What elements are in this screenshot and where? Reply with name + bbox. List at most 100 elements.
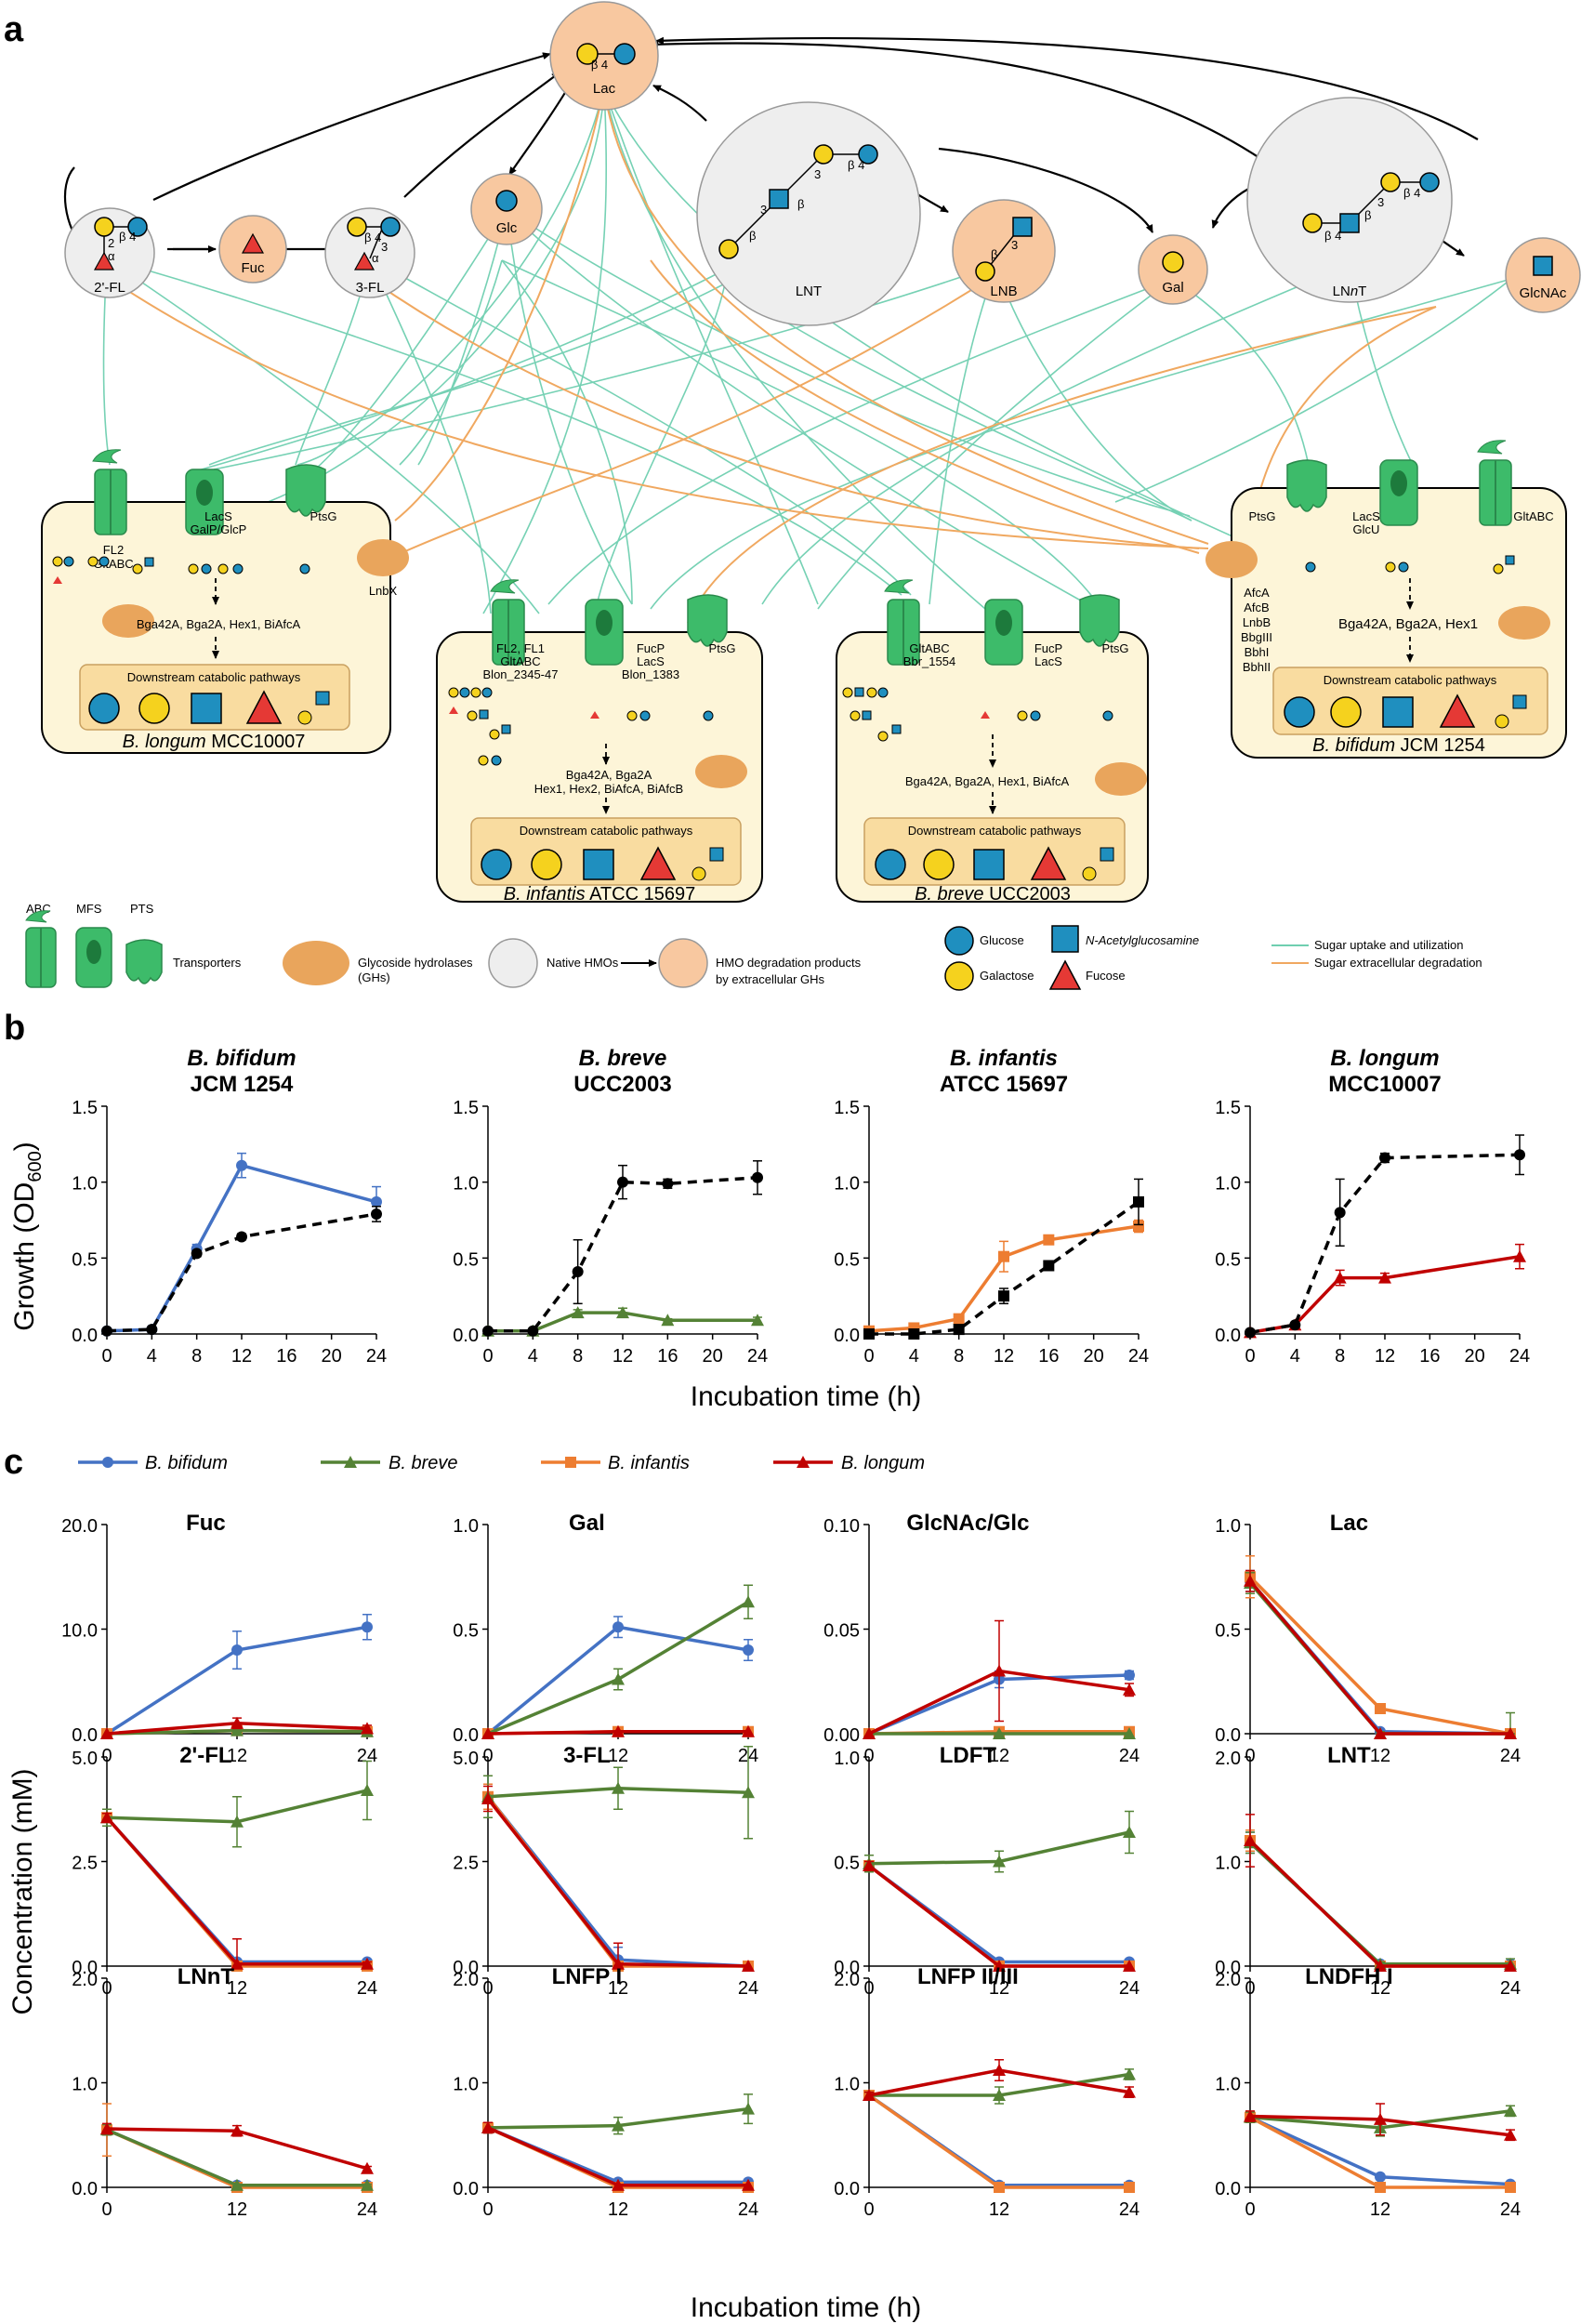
node-label-glc: Glc [496,220,518,236]
legend-transporters: Transporters [173,956,242,970]
intracellular-arrows [212,578,1414,814]
series-line [1248,1839,1510,1968]
x-tick-label: 4 [909,1346,919,1367]
data-point [361,1722,374,1735]
gh-list: Bga42A, Bga2A, Hex1, BiAfcA [905,774,1070,788]
data-point [751,1314,764,1327]
panel-c: c B. bifidum B. breve B. infantis B. lon… [4,1443,1521,2323]
ext-gh-list: AfcA AfcB LnbB BbgIII BbhI BbhII [1241,586,1272,674]
data-point [571,1306,585,1319]
data-point [742,1960,755,1972]
y-tick-label: 1.5 [834,1098,860,1118]
legend-gh: Glycoside hydrolases [358,956,473,970]
legend-mfs: MFS [76,902,102,916]
node-lnt: β 4 3 β 3 β LNT [696,101,921,326]
x-tick-label: 12 [227,1746,247,1766]
cell-bifidum: PtsG LacS GlcU GltABC AfcA AfcB LnbB Bbg… [1205,440,1567,759]
legend-pts-icon [125,939,163,984]
legend-galactose-icon [944,961,974,991]
bond-label: 3 [1377,195,1384,209]
cell-name-bifidum: B. bifidum JCM 1254 [1312,735,1485,756]
gh-icon [102,604,154,638]
data-point [361,1784,374,1796]
node-fuc: Fuc [218,215,287,284]
x-tick-label: 12 [1375,1346,1395,1367]
transporter-mfs-icon [185,469,224,535]
data-point [993,1727,1006,1739]
node-label-fuc: Fuc [241,260,265,276]
y-tick-label: 0.0 [72,2179,98,2199]
glucose-icon [858,144,878,165]
node-label-gal: Gal [1162,280,1183,296]
y-tick-label: 0.5 [1215,1249,1241,1270]
data-point [742,2102,755,2115]
x-tick-label: 24 [1509,1346,1530,1367]
data-point [1133,1195,1144,1208]
data-point [742,2178,755,2191]
node-label-lnt: LNT [796,284,822,299]
series-line [486,1797,749,1968]
x-tick-label: 0 [482,2199,493,2220]
data-point [1505,2182,1516,2193]
transporter-label: Blon_1383 [622,667,679,681]
legend-infantis: B. infantis [608,1453,690,1473]
transporter-label: FL2 [103,543,124,557]
galactose-icon [975,261,995,282]
data-point [742,1595,755,1608]
x-tick-label: 4 [528,1346,538,1367]
legend-fucose: Fucose [1086,969,1126,983]
glucose-icon [127,217,148,237]
legend-fucose-icon [1048,959,1082,990]
transporter-mfs-icon [984,599,1023,666]
chart-title: B. infantis [950,1046,1058,1071]
glucose-icon [613,43,636,65]
y-tick-label: 2.0 [1215,1970,1241,1990]
x-tick-label: 12 [227,1978,247,1999]
concentration-chart: LNnT 0.0 1.0 2.0 0 12 24 [72,1964,377,2220]
chart-title: LDFT [940,1743,997,1768]
concentration-y-label: Concentration (mM) [7,1768,38,2014]
y-tick-label: 0.0 [834,2179,860,2199]
data-point [1379,1152,1390,1164]
x-tick-label: 8 [954,1346,964,1367]
transporter-label: GltABC [93,557,133,571]
y-tick-label: 2.0 [72,1970,98,1990]
chart-title: Fuc [186,1511,226,1536]
x-tick-label: 0 [482,1346,493,1367]
gh-icon [695,755,747,788]
data-point [1043,1260,1055,1272]
gh-label: AfcB [1244,601,1269,614]
node-gal: Gal [1138,234,1208,305]
y-tick-label: 0.0 [1215,2179,1241,2199]
x-tick-label: 20 [322,1346,342,1367]
data-point [231,1644,243,1656]
fucose-icon [93,251,115,271]
data-point [481,1727,494,1739]
y-tick-label: 1.0 [1215,1516,1241,1537]
data-point [1123,2067,1136,2080]
y-tick-label: 0.0 [72,1725,98,1746]
pathway-label: Downstream catabolic pathways [127,670,301,684]
y-tick-label: 0.0 [453,1958,479,1978]
gh-ext-icon [1205,541,1258,578]
data-point [742,1724,755,1737]
transporter-label: LacS [637,654,665,668]
fucose-icon [241,232,265,254]
data-point [1514,1149,1525,1161]
data-point [742,1786,755,1799]
series-line [486,1795,748,1968]
bond-label: α [372,251,379,265]
concentration-chart: LNDFH I 0.0 1.0 2.0 0 12 24 [1215,1964,1521,2220]
data-point [1244,1834,1257,1846]
data-point [1333,1271,1347,1284]
chart-title: LNDFH I [1305,1964,1393,1989]
galactose-icon [347,217,367,237]
data-point [993,1960,1006,1972]
y-tick-label: 0.0 [72,1326,98,1346]
data-point [1374,1960,1387,1972]
series-line [486,1795,749,1968]
x-tick-label: 12 [989,1746,1009,1766]
data-point [231,1957,244,1970]
x-tick-label: 16 [276,1346,296,1367]
